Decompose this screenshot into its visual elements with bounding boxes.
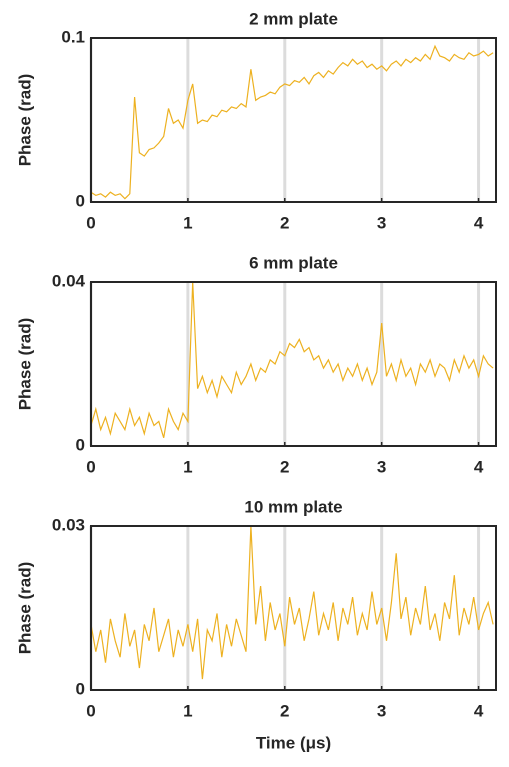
- y-axis-label: Phase (rad): [15, 562, 34, 655]
- x-tick-label: 0: [86, 701, 95, 720]
- data-line: [90, 281, 494, 438]
- y-tick-label: 0: [76, 191, 85, 210]
- x-tick-label: 4: [474, 213, 484, 232]
- x-tick-label: 2: [280, 457, 289, 476]
- axes-box: [90, 525, 497, 691]
- x-tick-label: 3: [377, 701, 386, 720]
- y-axis-label: Phase (rad): [15, 318, 34, 411]
- chart-title: 6 mm plate: [249, 253, 338, 272]
- x-tick-label: 3: [377, 213, 386, 232]
- y-tick-label: 0.03: [52, 515, 85, 534]
- x-tick-label: 1: [183, 213, 192, 232]
- plot-area: [91, 38, 496, 202]
- y-tick-label: 0: [76, 435, 85, 454]
- x-axis-label: Time (μs): [256, 733, 331, 752]
- y-tick-label: 0.1: [61, 27, 85, 46]
- x-tick-label: 4: [474, 701, 484, 720]
- plot-area: [91, 526, 496, 690]
- y-tick-label: 0: [76, 679, 85, 698]
- chart-title: 10 mm plate: [244, 497, 342, 516]
- data-line: [90, 44, 494, 200]
- y-axis-label: Phase (rad): [15, 74, 34, 167]
- axes-box: [90, 281, 497, 447]
- x-tick-label: 0: [86, 213, 95, 232]
- x-tick-label: 2: [280, 213, 289, 232]
- x-tick-label: 1: [183, 701, 192, 720]
- x-tick-label: 1: [183, 457, 192, 476]
- chart-title: 2 mm plate: [249, 9, 338, 28]
- axes-box: [90, 37, 497, 203]
- y-tick-label: 0.04: [52, 271, 86, 290]
- x-tick-label: 4: [474, 457, 484, 476]
- x-tick-label: 2: [280, 701, 289, 720]
- data-line: [90, 525, 494, 680]
- x-tick-label: 3: [377, 457, 386, 476]
- x-tick-label: 0: [86, 457, 95, 476]
